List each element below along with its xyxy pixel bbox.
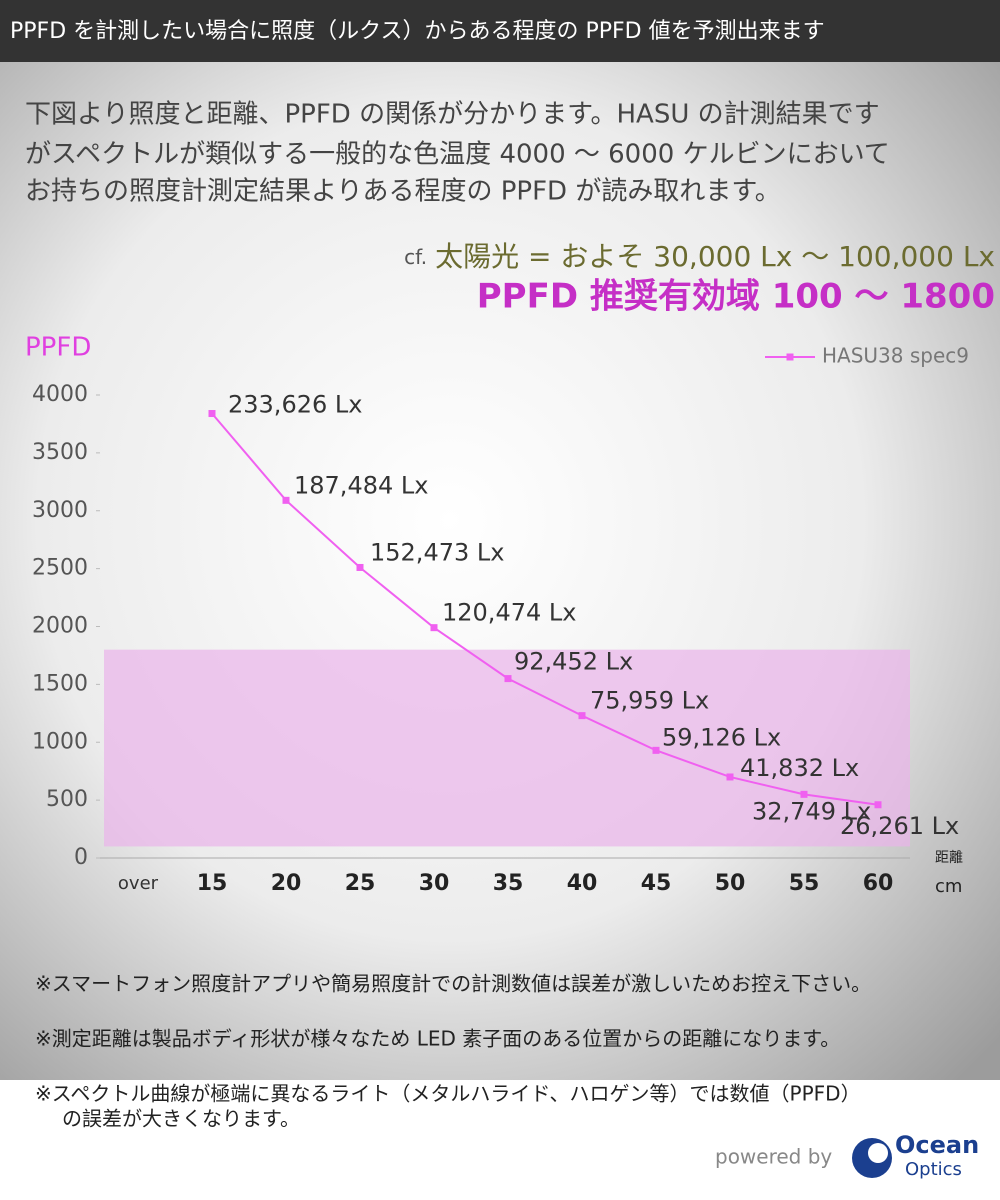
point [726, 773, 734, 781]
x-tick-label: 60 [863, 871, 894, 896]
header: PPFD を計測したい場合に照度（ルクス）からある程度の PPFD 値を予測出来… [10, 19, 825, 44]
reference: cf. 太陽光 = およそ 30,000 Lx ～ 100,000 Lx [404, 240, 995, 273]
point [356, 563, 364, 571]
point [652, 746, 660, 754]
note: ※スマートフォン照度計アプリや簡易照度計での計測数値は誤差が激しいためお控え下さ… [35, 972, 871, 996]
x-tick-label: 25 [345, 871, 376, 896]
x-tick-label: 15 [197, 871, 228, 896]
point-label: 26,261 Lx [840, 812, 959, 840]
logo: Ocean Optics [852, 1131, 979, 1180]
point [578, 712, 586, 720]
x-tick-label: 40 [567, 871, 598, 896]
logo-icon-inner [868, 1143, 888, 1163]
x-tick-label: 20 [271, 871, 302, 896]
intro-line: お持ちの照度計測定結果よりある程度の PPFD が読み取れます。 [25, 177, 781, 207]
y-axis-label: PPFD [25, 333, 91, 363]
intro-line: 下図より照度と距離、PPFD の関係が分かります。HASU の計測結果です [25, 100, 880, 130]
powered-by: powered by [715, 1145, 832, 1169]
y-tick-label: 1500 [32, 671, 88, 696]
logo-text: Ocean [895, 1131, 979, 1159]
y-tick-label: 3500 [32, 440, 88, 465]
legend-label: HASU38 spec9 [822, 344, 969, 368]
x-tick-label: over [118, 873, 159, 894]
y-tick-label: 1000 [32, 729, 88, 754]
reference-prefix: cf. [404, 245, 427, 269]
point-label: 59,126 Lx [662, 723, 781, 751]
point-label: 75,959 Lx [590, 687, 709, 715]
point-label: 152,473 Lx [370, 538, 504, 566]
y-tick-label: 0 [74, 845, 88, 870]
x-axis-label: 距離 [935, 849, 963, 866]
y-tick-label: 500 [46, 787, 88, 812]
y-tick-label: 3000 [32, 498, 88, 523]
x-tick-label: 45 [641, 871, 672, 896]
reference-text: 太陽光 = およそ 30,000 Lx ～ 100,000 Lx [435, 240, 995, 273]
point-label: 41,832 Lx [740, 754, 859, 782]
x-tick-label: 30 [419, 871, 450, 896]
point [430, 624, 438, 632]
point [874, 801, 882, 809]
point-label: 120,474 Lx [442, 599, 576, 627]
x-tick-label: 50 [715, 871, 746, 896]
x-tick-label: 55 [789, 871, 820, 896]
note: の誤差が大きくなります。 [62, 1107, 300, 1131]
y-tick-label: 2500 [32, 556, 88, 581]
point [504, 675, 512, 683]
point-label: 187,484 Lx [294, 471, 428, 499]
y-tick-label: 4000 [32, 382, 88, 407]
series-line [211, 412, 879, 806]
header-bar [0, 0, 1000, 62]
y-tick-label: 2000 [32, 614, 88, 639]
point-label: 32,749 Lx [752, 797, 871, 825]
panel [0, 62, 1000, 1080]
x-tick-label: 35 [493, 871, 524, 896]
intro-line: がスペクトルが類似する一般的な色温度 4000 ～ 6000 ケルビンにおいて [25, 140, 890, 170]
point-label: 233,626 Lx [228, 391, 362, 419]
note: ※スペクトル曲線が極端に異なるライト（メタルハライド、ハロゲン等）では数値（PP… [35, 1082, 861, 1106]
recommended-range [104, 649, 910, 847]
point [800, 790, 808, 798]
legend-marker [786, 353, 794, 361]
note: ※測定距離は製品ボディ形状が様々なため LED 素子面のある位置からの距離になり… [35, 1027, 840, 1051]
logo-text: Optics [905, 1159, 962, 1180]
point [282, 496, 290, 504]
point-label: 92,452 Lx [514, 648, 633, 676]
point [208, 410, 216, 418]
recommended: PPFD 推奨有効域 100 ～ 1800 [477, 277, 995, 317]
x-axis-unit: cm [935, 876, 962, 897]
